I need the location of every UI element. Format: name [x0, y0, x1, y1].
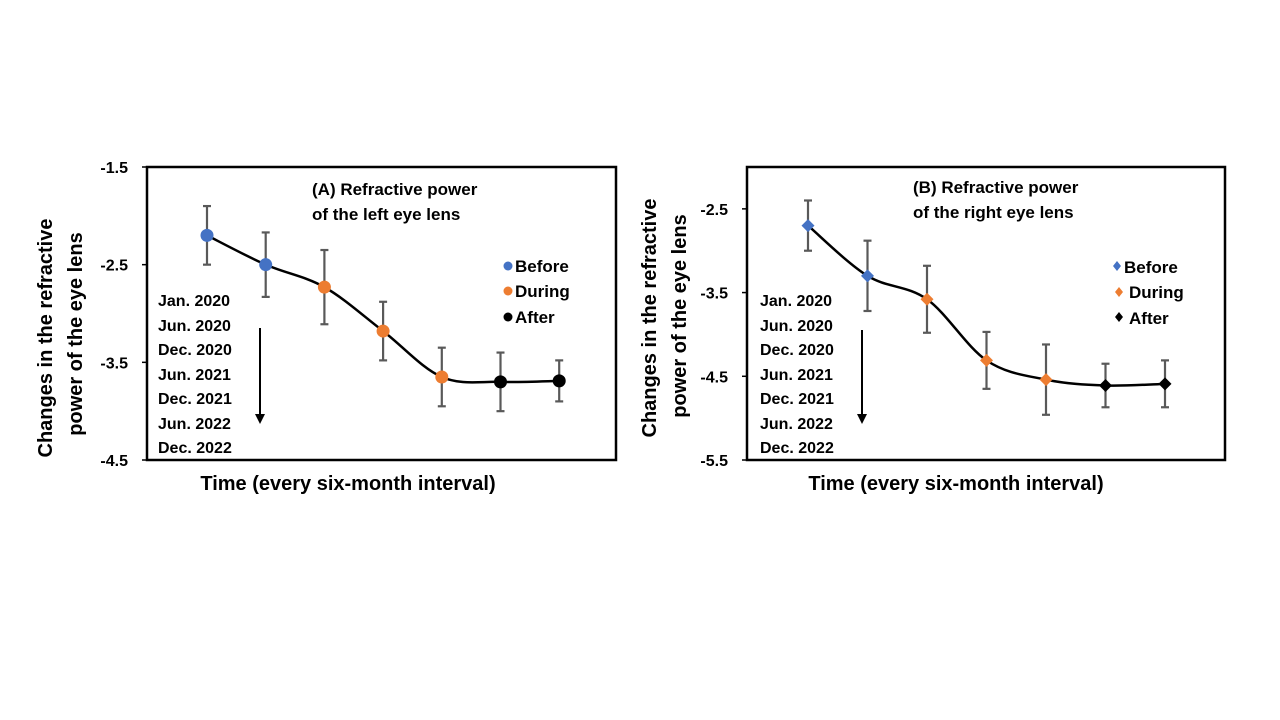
panel-a-ylabel-line2: power of the eye lens [65, 232, 87, 435]
panel-b-data-point [801, 219, 815, 233]
panel-b-ytick-label: -5.5 [700, 453, 728, 470]
panel-b-date-7: Dec. 2022 [760, 440, 834, 457]
panel-a-series [200, 204, 566, 413]
panel-a-arrow-head-icon [255, 414, 265, 424]
panel-b-legend-before-label: Before [1124, 258, 1178, 277]
panel-a-data-point [200, 228, 214, 242]
panel-a-ytick-label: -1.5 [100, 160, 128, 177]
panel-a-xlabel: Time (every six-month interval) [200, 473, 495, 495]
panel-b-ytick-label: -2.5 [700, 202, 728, 219]
panel-a-ylabel-line1: Changes in the refractive [35, 219, 57, 458]
panel-b-xlabel: Time (every six-month interval) [808, 473, 1103, 495]
panel-b-data-point [1099, 378, 1112, 392]
panel-a-legend-before-marker [503, 261, 513, 271]
panel-b-ytick-label: -4.5 [700, 369, 728, 386]
panel-b-arrow-head-icon [857, 414, 867, 424]
panel-b-legend-during-label: During [1129, 283, 1184, 302]
panel-b-ylabel-line2: power of the eye lens [669, 214, 691, 417]
panel-a-date-4: Jun. 2021 [158, 367, 231, 384]
panel-a-date-1: Jan. 2020 [158, 293, 230, 310]
panel-b-legend-during-marker [1115, 287, 1123, 297]
panel-b-title-line1: (B) Refractive power [913, 178, 1079, 197]
panel-a-y-axis: -1.5 -2.5 -3.5 -4.5 [100, 160, 147, 470]
panel-b-data-point [861, 269, 874, 283]
panel-a-date-7: Dec. 2022 [158, 440, 232, 457]
panel-a-data-point [259, 258, 273, 272]
panel-b-date-2: Jun. 2020 [760, 318, 833, 335]
panel-b-date-6: Jun. 2022 [760, 416, 833, 433]
panel-a-data-point [317, 280, 331, 294]
panel-b-series [801, 199, 1172, 416]
panel-b: Changes in the refractive power of the e… [639, 165, 1227, 495]
panel-a-date-list: Jan. 2020 Jun. 2020 Dec. 2020 Jun. 2021 … [158, 293, 265, 457]
panel-b-date-3: Dec. 2020 [760, 342, 834, 359]
panel-b-title-line2: of the right eye lens [913, 203, 1074, 222]
panel-a-date-2: Jun. 2020 [158, 318, 231, 335]
panel-b-date-list: Jan. 2020 Jun. 2020 Dec. 2020 Jun. 2021 … [760, 293, 867, 457]
panel-a-data-point [494, 375, 507, 389]
panel-a-data-point [376, 324, 390, 338]
panel-a-data-point [552, 374, 566, 388]
panel-a-date-3: Dec. 2020 [158, 342, 232, 359]
panel-b-legend-after-label: After [1129, 309, 1169, 328]
panel-a-date-5: Dec. 2021 [158, 391, 232, 408]
panel-a-legend-after-label: After [515, 308, 555, 327]
panel-a-date-6: Jun. 2022 [158, 416, 231, 433]
panel-a-title-line1: (A) Refractive power [312, 180, 478, 199]
panel-a-legend-before-label: Before [515, 257, 569, 276]
panel-a-ytick-label: -3.5 [100, 355, 128, 372]
panel-b-date-4: Jun. 2021 [760, 367, 833, 384]
panel-b-legend-before-marker [1113, 261, 1121, 271]
panel-b-y-axis: -2.5 -3.5 -4.5 -5.5 [700, 202, 747, 470]
panel-a-legend-after-marker [503, 312, 513, 322]
panel-a-ytick-label: -4.5 [100, 453, 128, 470]
panel-b-ylabel-line1: Changes in the refractive [639, 199, 661, 438]
panel-b-data-point [1039, 373, 1053, 387]
panel-b-data-point [920, 292, 934, 306]
panel-b-plot-frame [745, 165, 1227, 462]
panel-a-plot-frame [145, 165, 618, 462]
panel-b-ytick-label: -3.5 [700, 286, 728, 303]
panel-a-title-line2: of the left eye lens [312, 205, 460, 224]
panel-b-legend-after-marker [1115, 312, 1123, 322]
panel-a-legend-during-marker [503, 286, 513, 296]
panel-a-data-point [435, 370, 449, 384]
panel-a-ytick-label: -2.5 [100, 258, 128, 275]
panel-a-legend: Before During After [503, 257, 570, 327]
panel-a-legend-during-label: During [515, 282, 570, 301]
panel-b-data-point [1158, 377, 1172, 391]
panel-b-data-point [980, 353, 993, 367]
panel-b-date-1: Jan. 2020 [760, 293, 832, 310]
panel-b-legend: Before During After [1113, 258, 1184, 328]
panel-a: Changes in the refractive power of the e… [35, 160, 618, 495]
panel-b-date-5: Dec. 2021 [760, 391, 834, 408]
